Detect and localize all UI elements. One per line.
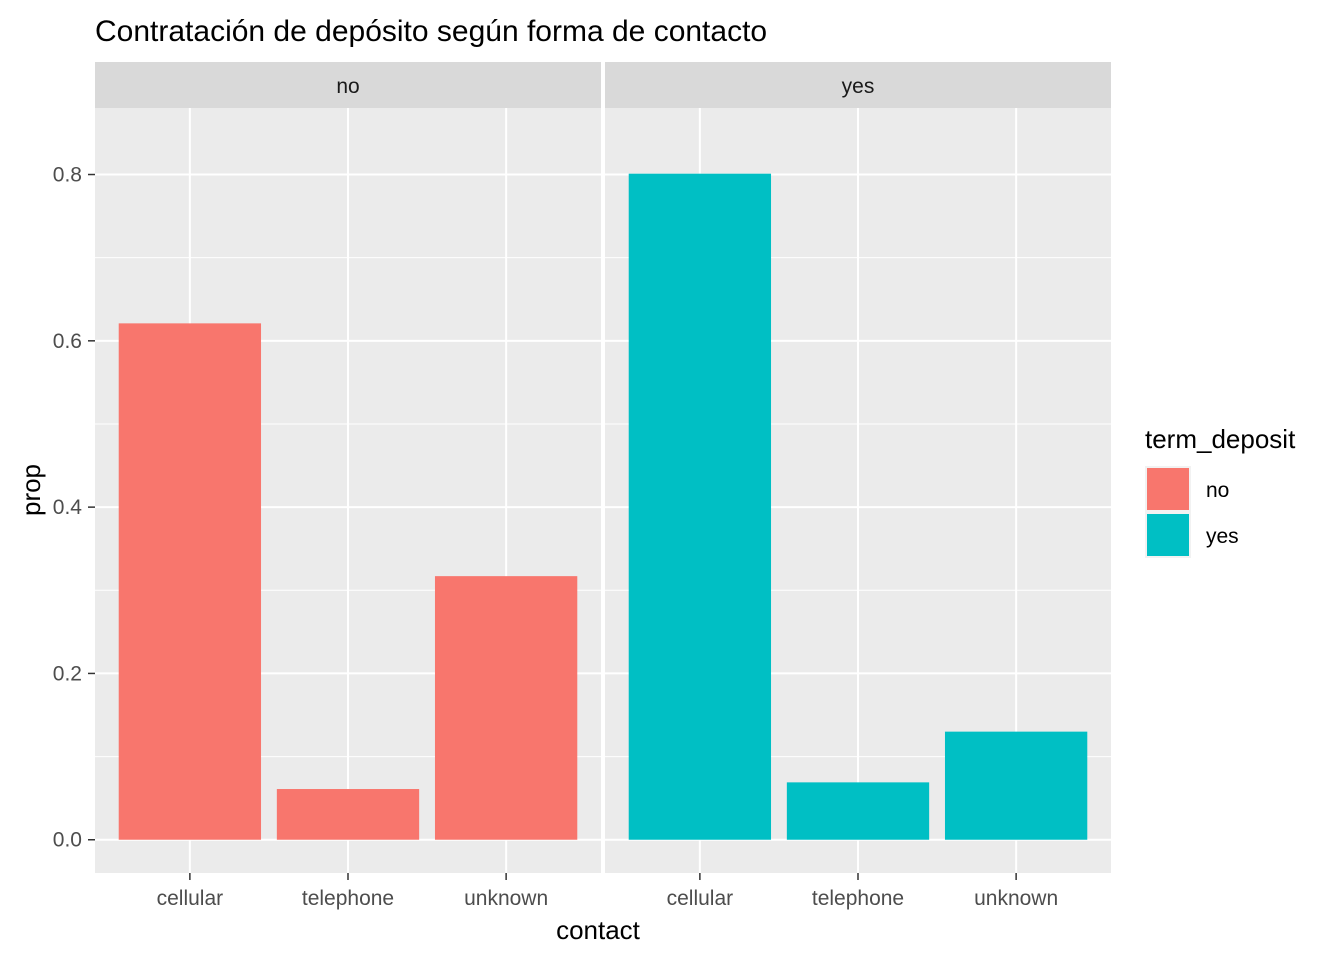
chart-panels: no cellular telephone unknown yes cellular tel…	[95, 62, 1111, 910]
facet-strip	[605, 62, 1111, 108]
x-tick-label: telephone	[812, 887, 904, 910]
y-tick-label: 0.0	[53, 829, 82, 852]
bar-no-unknown	[434, 576, 578, 840]
legend-title: term_deposit	[1145, 424, 1296, 454]
legend-label-yes: yes	[1206, 525, 1239, 548]
y-tick-label: 0.2	[53, 662, 82, 685]
y-tick-label: 0.4	[53, 496, 83, 519]
y-axis: 0.0 0.2 0.4 0.6 0.8	[53, 164, 95, 852]
y-tick-label: 0.8	[53, 164, 82, 187]
legend-key-no	[1147, 468, 1189, 510]
bar-no-cellular	[118, 323, 262, 840]
x-tick-label: telephone	[302, 887, 394, 910]
x-tick-label: cellular	[157, 887, 224, 910]
facet-strip-label: no	[336, 75, 359, 98]
bar-yes-cellular	[628, 173, 772, 840]
legend-label-no: no	[1206, 479, 1229, 502]
facet-strip-label: yes	[842, 75, 875, 98]
facet-strip	[95, 62, 601, 108]
x-tick-label: unknown	[464, 887, 548, 910]
x-tick-label: cellular	[667, 887, 734, 910]
legend-key-yes	[1147, 514, 1189, 556]
x-axis-title: contact	[556, 915, 641, 945]
panel-yes: yes cellular telephone unknown	[605, 62, 1111, 910]
chart-title: Contratación de depósito según forma de …	[95, 15, 767, 48]
legend: term_deposit no yes	[1145, 424, 1296, 558]
bar-yes-telephone	[786, 782, 930, 840]
bar-no-telephone	[276, 789, 420, 840]
panel-no: no cellular telephone unknown	[95, 62, 601, 910]
y-axis-title: prop	[16, 464, 46, 516]
legend-items: no yes	[1145, 466, 1239, 558]
x-tick-label: unknown	[974, 887, 1058, 910]
y-tick-label: 0.6	[53, 330, 82, 353]
bar-yes-unknown	[944, 731, 1088, 840]
